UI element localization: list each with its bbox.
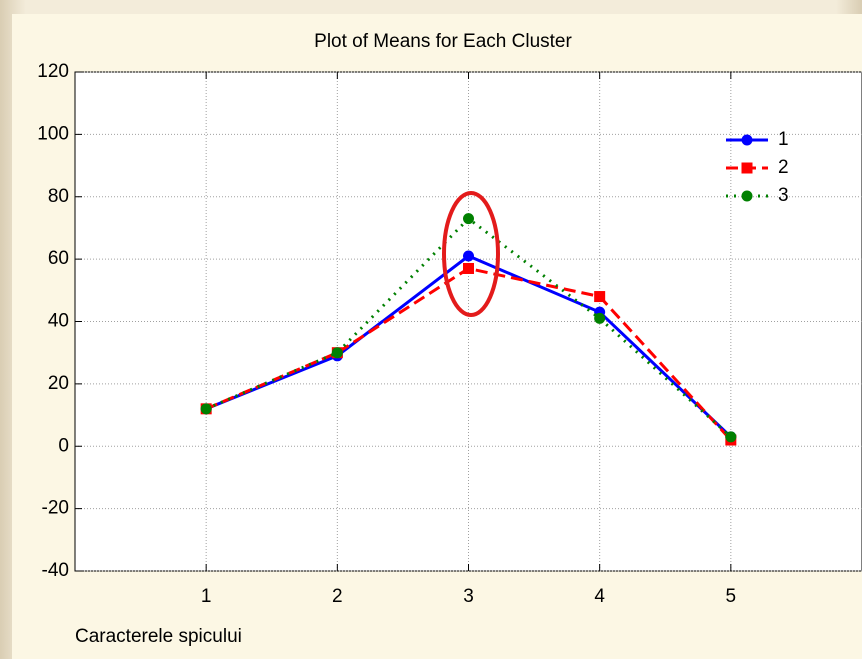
y-tick-label: -20 [42, 498, 69, 519]
y-tick-label: -40 [42, 560, 69, 581]
y-tick-label: 80 [48, 186, 69, 207]
y-tick-label: 60 [48, 248, 69, 269]
highlight-ellipse [442, 191, 500, 317]
legend-label: 1 [778, 129, 789, 150]
marker [594, 291, 606, 303]
marker [463, 213, 474, 225]
legend-marker [741, 162, 753, 174]
x-tick-label: 2 [332, 586, 343, 607]
x-tick-label: 5 [726, 586, 737, 607]
marker [331, 347, 343, 359]
marker [725, 431, 737, 443]
grid: -40 -20 0 20 40 60 80 100 120 1 2 3 4 5 [37, 61, 862, 607]
y-tick-label: 120 [37, 61, 69, 82]
legend-label: 3 [778, 185, 789, 206]
legend-label: 2 [778, 157, 789, 178]
legend-marker [741, 134, 753, 146]
y-tick-label: 20 [48, 373, 69, 394]
legend: 1 2 3 [726, 129, 789, 206]
series [200, 213, 737, 446]
marker [463, 262, 474, 274]
marker [594, 312, 606, 324]
y-tick-label: 40 [48, 311, 69, 332]
x-axis-label: Caracterele spicului [75, 626, 242, 647]
marker [200, 403, 212, 415]
x-tick-label: 4 [594, 586, 605, 607]
y-tick-label: 100 [37, 123, 69, 144]
y-tick-label: 0 [58, 435, 69, 456]
legend-marker [741, 190, 753, 202]
marker [463, 250, 474, 262]
x-tick-label: 1 [201, 586, 212, 607]
chart-title: Plot of Means for Each Cluster [314, 31, 572, 52]
x-tick-label: 3 [463, 586, 474, 607]
